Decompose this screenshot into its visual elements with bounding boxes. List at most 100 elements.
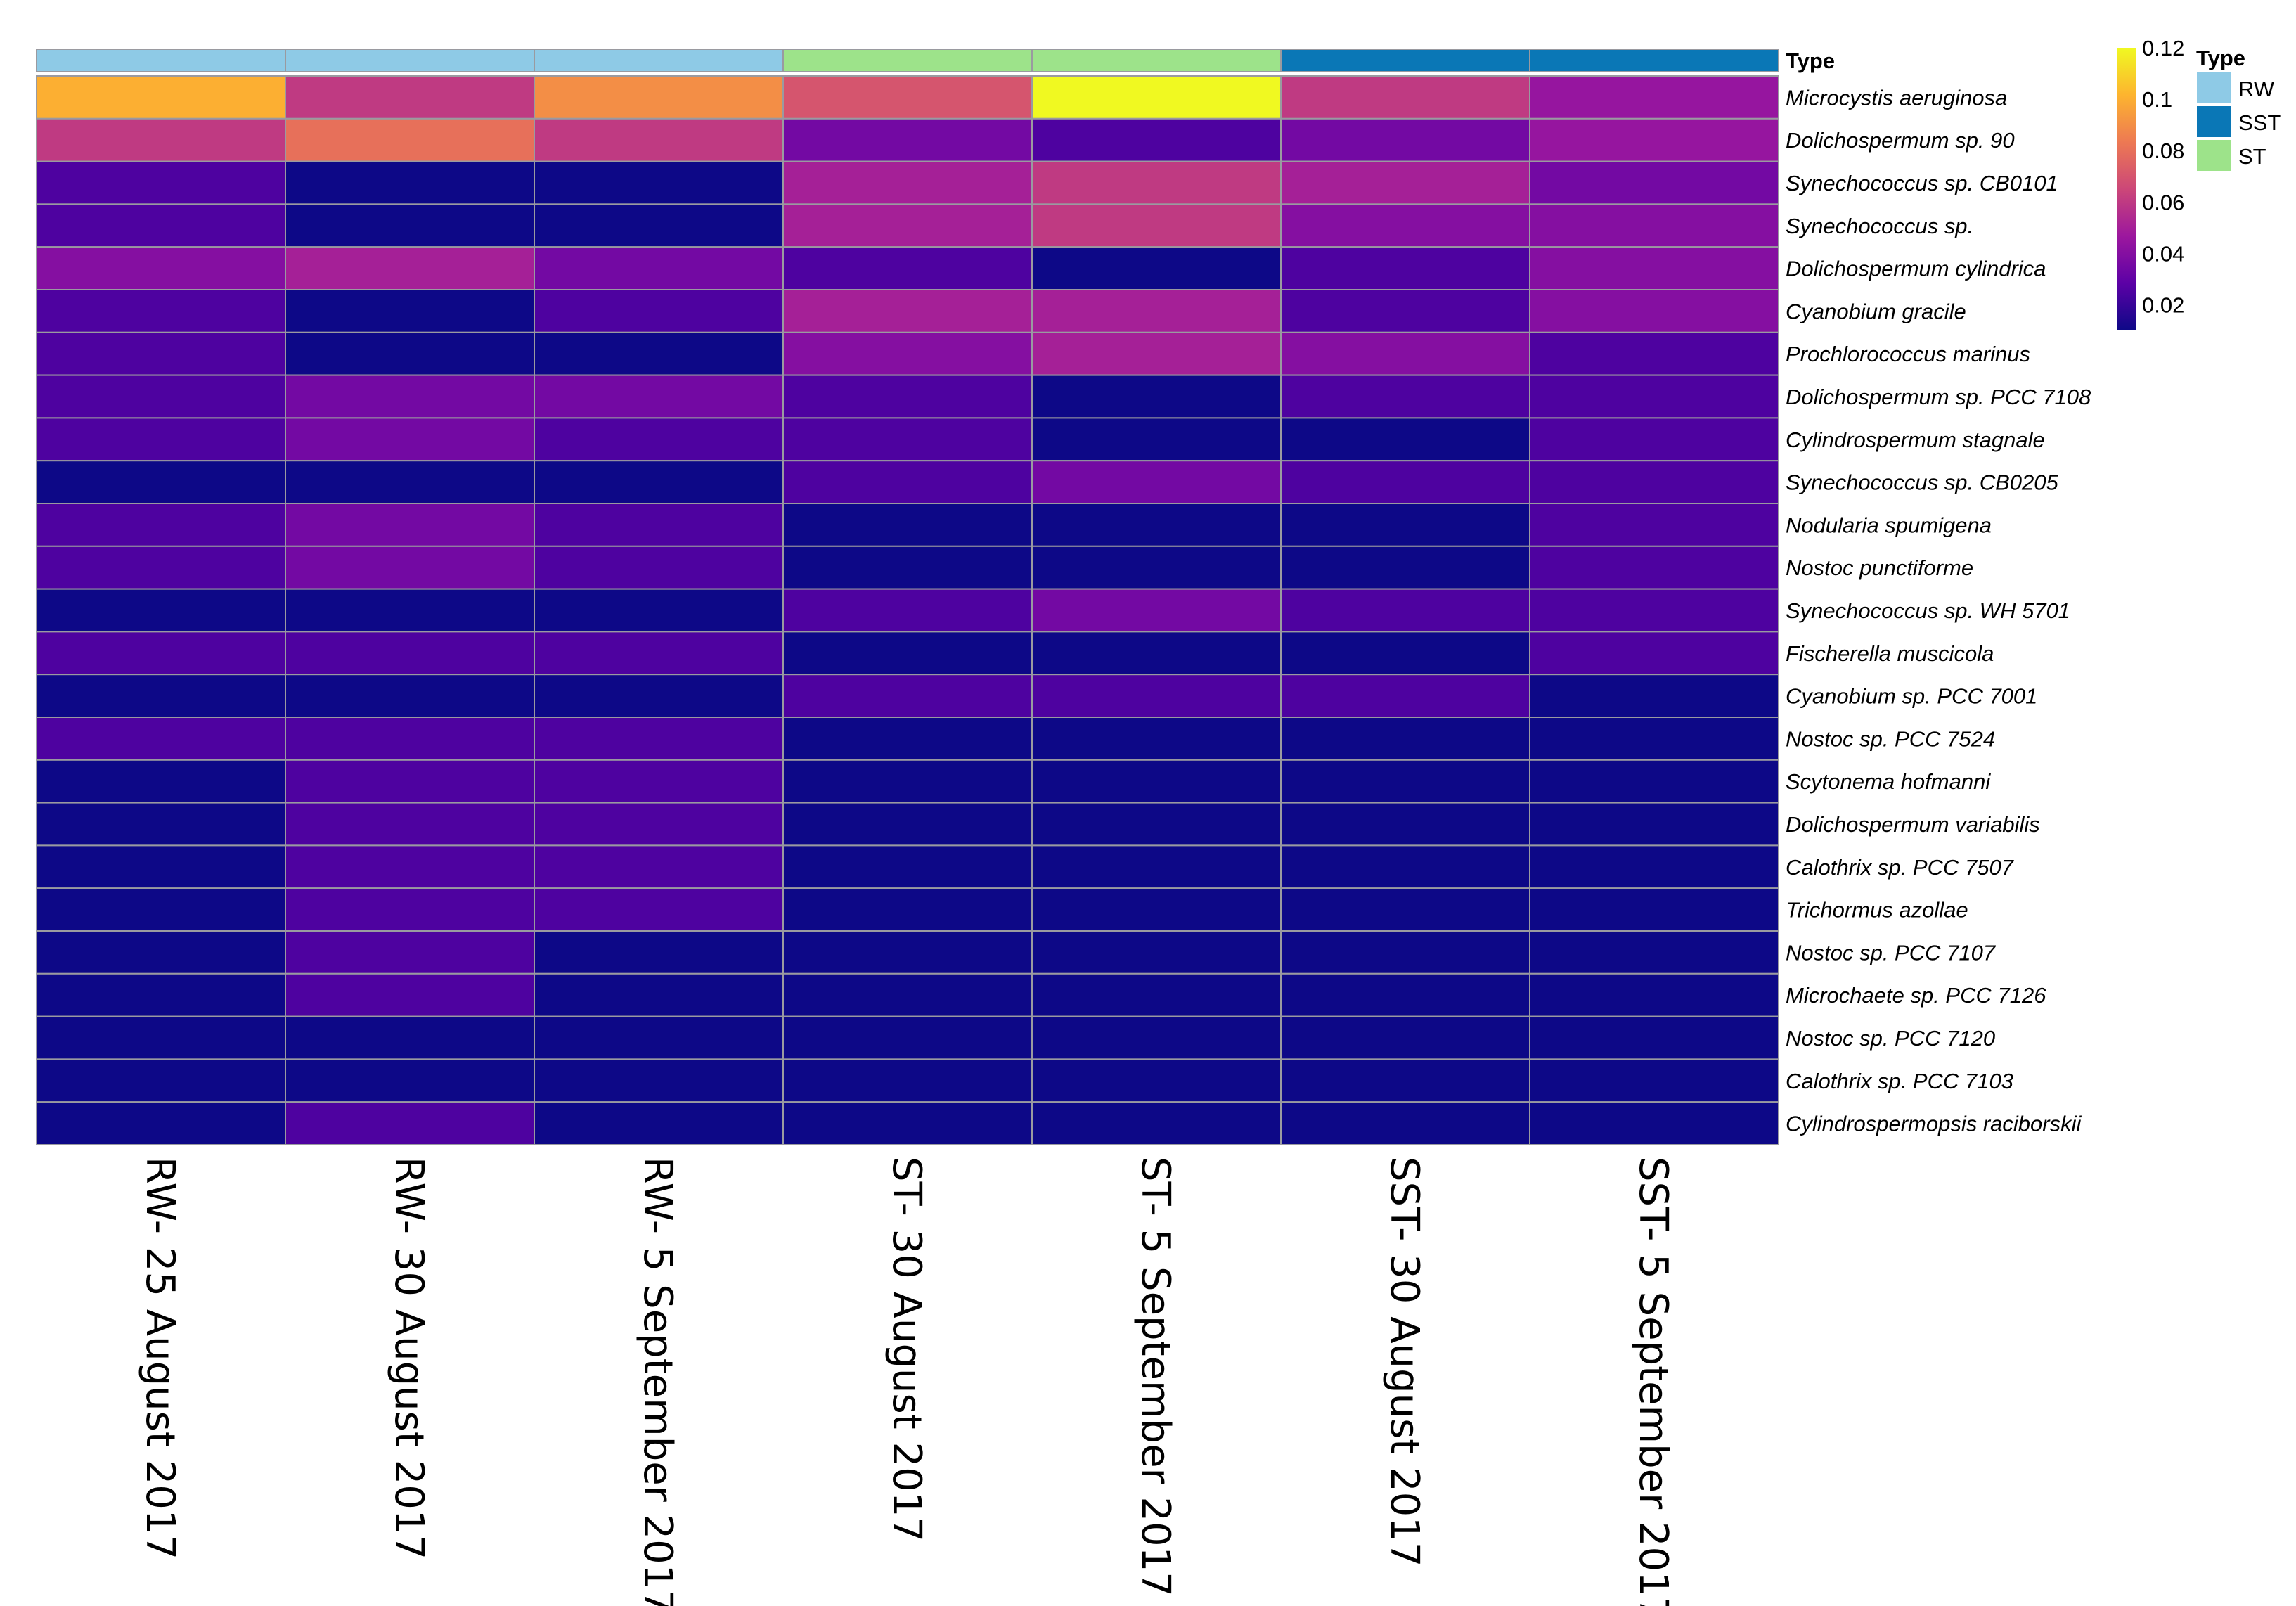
heatmap-cell xyxy=(782,160,1033,205)
heatmap-cell xyxy=(1031,1058,1282,1103)
row-label-dolichospermum-sp-90: Dolichospermum sp. 90 xyxy=(1786,128,2015,153)
type-legend-label-st: ST xyxy=(2238,144,2266,169)
heatmap-cell xyxy=(1529,972,1779,1017)
heatmap-cell xyxy=(285,117,535,162)
row-label-dolichospermum-cylindrica: Dolichospermum cylindrica xyxy=(1786,257,2046,281)
heatmap-cell xyxy=(285,717,535,761)
heatmap-cell xyxy=(1529,802,1779,847)
row-label-dolichospermum-sp-pcc-7108: Dolichospermum sp. PCC 7108 xyxy=(1786,385,2091,409)
heatmap-cell xyxy=(534,631,784,676)
heatmap-cell xyxy=(1280,117,1530,162)
heatmap-cell xyxy=(36,717,286,761)
heatmap-cell xyxy=(534,117,784,162)
heatmap-cell xyxy=(1031,117,1282,162)
heatmap-cell xyxy=(1031,588,1282,633)
heatmap-cell xyxy=(1280,75,1530,120)
heatmap-cell xyxy=(1280,503,1530,547)
colorbar-tick-label: 0.02 xyxy=(2142,293,2184,317)
heatmap-cell xyxy=(36,674,286,719)
row-label-calothrix-sp-pcc-7103: Calothrix sp. PCC 7103 xyxy=(1786,1069,2013,1093)
heatmap-cells xyxy=(36,75,1779,1145)
type-legend-title: Type xyxy=(2196,46,2245,70)
column-labels: RW- 25 August 2017 RW- 30 August 2017 RW- … xyxy=(137,1157,1676,1606)
row-label-synechococcus-sp-wh-5701: Synechococcus sp. WH 5701 xyxy=(1786,598,2070,623)
heatmap-cell xyxy=(534,246,784,291)
heatmap-cell xyxy=(782,1101,1033,1145)
heatmap-cell xyxy=(36,331,286,376)
heatmap-cell xyxy=(1280,717,1530,761)
colorbar-legend: 0.02 0.04 0.06 0.08 0.1 0.12 xyxy=(2117,36,2184,330)
heatmap-cell xyxy=(36,631,286,676)
heatmap-cell xyxy=(534,203,784,248)
heatmap-cell xyxy=(285,802,535,847)
column-label-rw-25-august-2017: RW- 25 August 2017 xyxy=(137,1157,183,1560)
row-label-nostoc-sp-pcc-7524: Nostoc sp. PCC 7524 xyxy=(1786,726,1995,751)
heatmap-cell xyxy=(285,203,535,248)
heatmap-cell xyxy=(1280,631,1530,676)
colorbar-tick-label: 0.04 xyxy=(2142,241,2184,266)
row-label-cyanobium-sp-pcc-7001: Cyanobium sp. PCC 7001 xyxy=(1786,684,2037,709)
heatmap-cell xyxy=(782,759,1033,804)
heatmap-cell xyxy=(534,802,784,847)
annotation-cell-st xyxy=(1031,49,1282,72)
row-label-nodularia-spumigena: Nodularia spumigena xyxy=(1786,513,1992,537)
heatmap-cell xyxy=(285,417,535,462)
column-label-sst-30-august-2017: SST- 30 August 2017 xyxy=(1381,1157,1427,1567)
heatmap-cell xyxy=(1280,588,1530,633)
heatmap-cell xyxy=(285,246,535,291)
heatmap-cell xyxy=(1280,417,1530,462)
heatmap-cell xyxy=(1529,1058,1779,1103)
row-label-microchaete-sp-pcc-7126: Microchaete sp. PCC 7126 xyxy=(1786,983,2046,1008)
heatmap-cell xyxy=(1031,203,1282,248)
heatmap-cell xyxy=(782,887,1033,932)
heatmap-cell xyxy=(534,331,784,376)
heatmap-cell xyxy=(1280,1101,1530,1145)
heatmap-cell xyxy=(1529,203,1779,248)
type-legend-swatch-st xyxy=(2195,139,2232,172)
heatmap-cell xyxy=(36,887,286,932)
heatmap-cell xyxy=(1529,887,1779,932)
type-legend-label-sst: SST xyxy=(2238,110,2281,135)
heatmap-cell xyxy=(285,75,535,120)
type-legend-swatch-rw xyxy=(2195,71,2232,105)
heatmap-cell xyxy=(1529,1101,1779,1145)
heatmap-cell xyxy=(285,759,535,804)
row-label-trichormus-azollae: Trichormus azollae xyxy=(1786,898,1968,923)
heatmap-cell xyxy=(36,117,286,162)
column-label-st-30-august-2017: ST- 30 August 2017 xyxy=(884,1157,929,1542)
heatmap-cell xyxy=(1280,887,1530,932)
heatmap-cell xyxy=(1031,160,1282,205)
annotation-cell-sst xyxy=(1529,49,1779,72)
heatmap-cell xyxy=(534,374,784,419)
heatmap-cell xyxy=(534,503,784,547)
heatmap-cell xyxy=(1529,117,1779,162)
heatmap-cell xyxy=(1031,460,1282,505)
heatmap-cell xyxy=(782,717,1033,761)
heatmap-cell xyxy=(36,417,286,462)
annotation-bar xyxy=(36,49,1779,72)
heatmap-cell xyxy=(1529,674,1779,719)
heatmap-cell xyxy=(36,930,286,975)
heatmap-cell xyxy=(782,289,1033,333)
column-label-sst-5-september-2017: SST- 5 September 2017 xyxy=(1630,1157,1676,1606)
row-label-prochlorococcus-marinus: Prochlorococcus marinus xyxy=(1786,342,2030,366)
heatmap-cell xyxy=(36,759,286,804)
heatmap-cell xyxy=(36,75,286,120)
row-label-synechococcus-sp-cb0101: Synechococcus sp. CB0101 xyxy=(1786,171,2058,195)
heatmap-cell xyxy=(534,1058,784,1103)
heatmap-cell xyxy=(36,203,286,248)
heatmap-cell xyxy=(782,930,1033,975)
heatmap-cell xyxy=(36,545,286,590)
row-label-cylindrospermum-stagnale: Cylindrospermum stagnale xyxy=(1786,428,2045,452)
heatmap-cell xyxy=(1031,331,1282,376)
heatmap-cell xyxy=(534,972,784,1017)
row-label-fischerella-muscicola: Fischerella muscicola xyxy=(1786,641,1994,666)
heatmap-cell xyxy=(1031,717,1282,761)
heatmap-cell xyxy=(1031,417,1282,462)
heatmap-cell xyxy=(285,972,535,1017)
heatmap-cell xyxy=(1280,844,1530,889)
heatmap-cell xyxy=(534,1015,784,1060)
heatmap-cell xyxy=(782,460,1033,505)
heatmap-cell xyxy=(1280,545,1530,590)
heatmap-cell xyxy=(285,1058,535,1103)
